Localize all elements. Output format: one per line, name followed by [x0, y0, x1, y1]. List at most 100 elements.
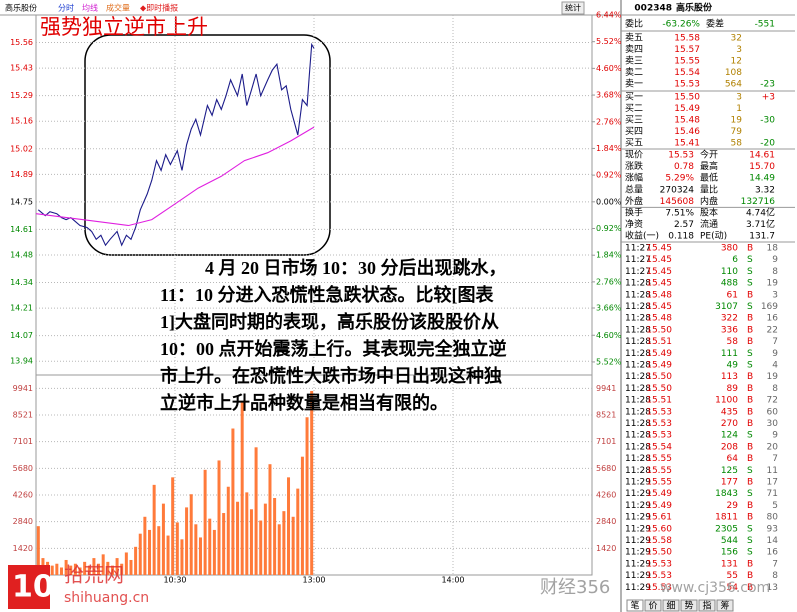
trade-price: 15.49	[646, 501, 672, 511]
trade-volume: 380	[721, 244, 738, 254]
stat-value: 132716	[741, 197, 776, 207]
panel-tab-label[interactable]: 势	[684, 600, 693, 612]
volume-bar	[138, 533, 142, 575]
trade-price: 15.53	[646, 571, 672, 581]
trade-count: 71	[767, 489, 778, 499]
book-price: 15.58	[674, 34, 700, 44]
stat-value: 7.51%	[665, 209, 694, 219]
trade-volume: 3107	[715, 302, 738, 312]
y2-tick-label: 4.60%	[596, 331, 622, 340]
trade-price: 15.55	[646, 466, 672, 476]
trade-count: 20	[767, 442, 779, 452]
volume-tick-label: 4260	[13, 491, 33, 500]
stat-value: 270324	[660, 185, 695, 195]
tab-minute[interactable]: 分时	[58, 3, 74, 13]
trade-volume: 270	[721, 419, 738, 429]
trade-volume: 6	[732, 255, 738, 265]
stats-label[interactable]: 统计	[565, 3, 581, 13]
tab-volume[interactable]: 成交量	[106, 3, 130, 13]
volume-bar	[310, 390, 314, 575]
panel-tab-label[interactable]: 笔	[630, 600, 639, 612]
panel-tab[interactable]	[626, 599, 644, 612]
y2-tick-label: 5.52%	[596, 357, 622, 366]
panel-tab-label[interactable]: 价	[648, 601, 657, 612]
volume-bar	[78, 567, 82, 575]
trade-side: B	[747, 372, 753, 382]
annotation-line: 10：00 点开始震荡上行。其表现完全独立逆	[160, 338, 507, 359]
stat-label: 现价	[625, 150, 643, 161]
stat-label: 今开	[700, 149, 718, 161]
trade-volume: 208	[721, 442, 738, 452]
stat-label: 涨幅	[625, 172, 643, 184]
tab-average[interactable]: 均线	[82, 3, 98, 13]
volume-bar	[203, 469, 207, 575]
book-label: 买五	[625, 138, 643, 149]
stat-label: 流通	[700, 218, 718, 230]
trade-side: S	[747, 536, 753, 546]
trade-side: B	[747, 290, 753, 300]
stat-label: 涨跌	[625, 161, 643, 172]
logo: 10	[12, 570, 54, 605]
trade-side: B	[747, 419, 753, 429]
panel-tab[interactable]	[662, 599, 680, 612]
trade-side: B	[747, 501, 753, 511]
panel-tab[interactable]	[644, 599, 662, 612]
panel-tab-label[interactable]: 筹	[720, 600, 729, 612]
panel-tab[interactable]	[716, 599, 734, 612]
tab-broadcast[interactable]: ◆即时播报	[140, 3, 178, 13]
volume-bar	[101, 554, 105, 575]
book-volume: 108	[725, 68, 742, 78]
trade-time: 11:28	[625, 419, 651, 429]
volume-bar	[291, 516, 295, 575]
panel-tab[interactable]	[698, 599, 716, 612]
trade-count: 7	[772, 337, 778, 347]
stat-value: 131.7	[749, 232, 775, 242]
trade-count: 8	[772, 571, 778, 581]
trade-time: 11:29	[625, 478, 651, 488]
trade-time: 11:29	[625, 489, 651, 499]
stat-value: 15.53	[668, 151, 694, 161]
book-change: +3	[762, 93, 775, 103]
trade-side: B	[747, 442, 753, 452]
panel-tab[interactable]	[680, 599, 698, 612]
y-tick-label: 14.34	[10, 278, 33, 287]
plot: 15.56 15.43 15.29 15.16 15.02 14.89 14.75 14.61…	[10, 11, 622, 585]
volume-bar	[129, 559, 133, 575]
trade-time: 11:28	[625, 431, 651, 441]
trade-volume: 49	[727, 361, 739, 371]
trade-side: S	[747, 255, 753, 265]
trade-volume: 58	[727, 337, 739, 347]
trade-side: S	[747, 524, 753, 534]
trade-count: 18	[767, 244, 779, 254]
stat-value: 145608	[660, 197, 695, 207]
trade-count: 72	[767, 396, 778, 406]
annotation-line: 11：10 分进入恐慌性急跌状态。比较[图表	[160, 284, 494, 305]
trade-side: B	[747, 244, 753, 254]
trade-count: 22	[767, 325, 778, 335]
trade-time: 11:28	[625, 407, 651, 417]
stat-value: 4.74亿	[746, 207, 775, 219]
volume-bar	[157, 526, 161, 575]
volume-bar	[300, 456, 304, 575]
trade-time: 11:29	[625, 536, 651, 546]
volume-bar	[212, 529, 216, 575]
x-tick-label: 10:30	[163, 576, 186, 585]
panel-tab-label[interactable]: 细	[666, 600, 675, 612]
trade-time: 11:29	[625, 513, 651, 523]
diff-value: -551	[755, 20, 775, 30]
trade-price: 15.48	[646, 314, 672, 324]
y2-tick-label: 5.52%	[596, 37, 622, 46]
volume-bar	[273, 498, 277, 575]
panel-tab-label[interactable]: 指	[702, 600, 711, 612]
book-volume: 3	[736, 93, 742, 103]
y-tick-label: 15.29	[10, 91, 33, 100]
trade-volume: 29	[727, 501, 739, 511]
book-label: 买一	[625, 92, 643, 103]
trade-volume: 336	[721, 325, 738, 335]
volume-bar	[249, 509, 253, 575]
volume-bar	[263, 503, 267, 575]
stats-button[interactable]	[561, 1, 585, 15]
trade-price: 15.50	[646, 372, 672, 382]
trade-price: 15.53	[646, 419, 672, 429]
trade-time: 11:29	[625, 559, 651, 569]
